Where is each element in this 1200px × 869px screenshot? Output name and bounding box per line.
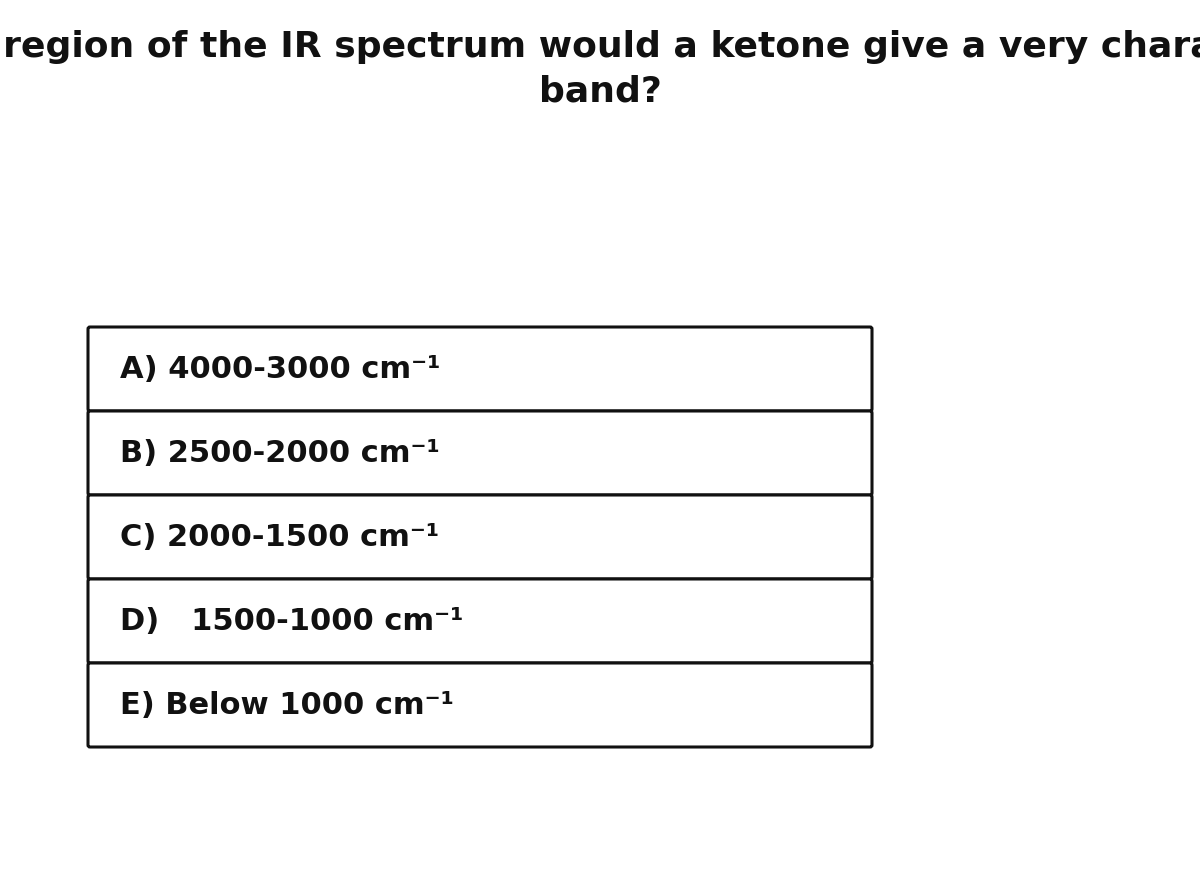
Text: E) Below 1000 cm⁻¹: E) Below 1000 cm⁻¹ [120,691,454,720]
FancyBboxPatch shape [88,412,872,495]
Text: In which region of the IR spectrum would a ketone give a very characteristic: In which region of the IR spectrum would… [0,30,1200,64]
FancyBboxPatch shape [88,663,872,747]
FancyBboxPatch shape [88,328,872,412]
Text: D)   1500-1000 cm⁻¹: D) 1500-1000 cm⁻¹ [120,607,463,636]
Text: A) 4000-3000 cm⁻¹: A) 4000-3000 cm⁻¹ [120,355,440,384]
Text: C) 2000-1500 cm⁻¹: C) 2000-1500 cm⁻¹ [120,523,439,552]
FancyBboxPatch shape [88,580,872,663]
FancyBboxPatch shape [88,495,872,580]
Text: B) 2500-2000 cm⁻¹: B) 2500-2000 cm⁻¹ [120,439,440,468]
Text: band?: band? [539,74,661,108]
